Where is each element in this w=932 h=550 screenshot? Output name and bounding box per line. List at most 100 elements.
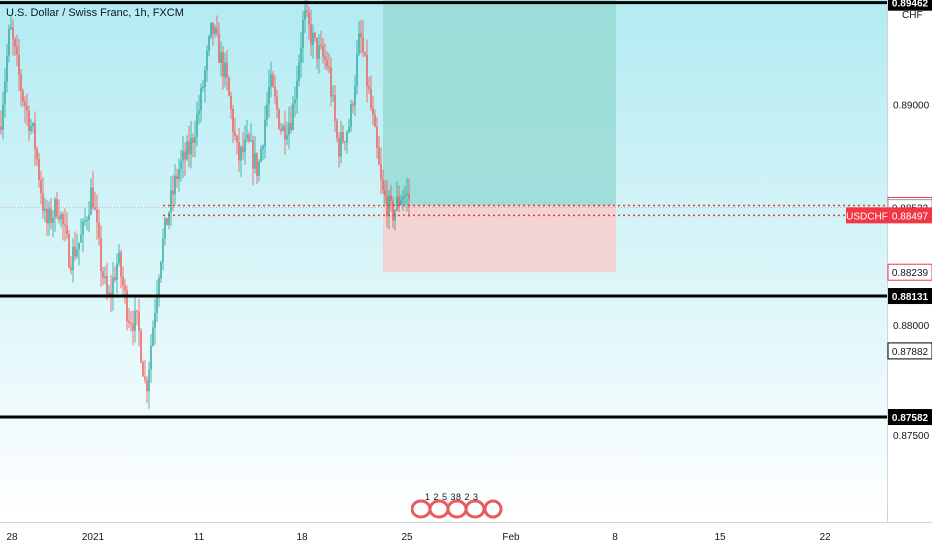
candle-body [300, 47, 302, 63]
candle-body [346, 132, 348, 143]
candle-body [382, 179, 384, 191]
candle-body [62, 213, 64, 225]
candle-body [312, 32, 314, 45]
candle-body [154, 313, 156, 328]
candle-body [174, 175, 176, 195]
x-tick-label: 2021 [82, 532, 105, 543]
price-badge: 0.88131 [888, 288, 932, 305]
candle-body [272, 74, 274, 87]
candle-body [326, 59, 328, 67]
candle-body [142, 361, 144, 377]
candle-body [186, 141, 188, 160]
candle-body [140, 330, 142, 362]
candle-body [136, 310, 138, 312]
price-badge: 0.89462 [888, 0, 932, 11]
candle-body [324, 56, 326, 60]
candle-body [42, 193, 44, 211]
candle-body [218, 33, 220, 63]
candle-body [118, 252, 120, 264]
price-badge: 0.88497 [888, 207, 932, 224]
y-tick-label: 0.88000 [893, 321, 930, 332]
currency-label: CHF [902, 10, 923, 21]
candle-body [106, 276, 108, 295]
candle-body [134, 310, 136, 331]
candle-body [180, 160, 182, 169]
candle-body [262, 145, 264, 150]
candle-body [54, 199, 56, 218]
candle-body [232, 109, 234, 133]
chart-title: U.S. Dollar / Swiss Franc, 1h, FXCM [6, 7, 184, 19]
price-badge-text: 0.88131 [892, 292, 929, 303]
candle-body [198, 110, 200, 115]
candle-body [230, 95, 232, 110]
candle-body [284, 125, 286, 140]
candle-body [184, 151, 186, 160]
candle-body [20, 74, 22, 92]
candle-body [354, 85, 356, 106]
candle-body [78, 242, 80, 250]
candle-body [82, 221, 84, 235]
candle-body [150, 345, 152, 370]
candle-body [362, 37, 364, 53]
candle-body [364, 52, 366, 55]
candle-body [342, 132, 344, 142]
candle-body [172, 190, 174, 195]
candle-body [252, 140, 254, 169]
candle-body [68, 234, 70, 268]
candle-body [406, 193, 408, 196]
stop-loss-zone [383, 205, 616, 273]
candle-body [18, 54, 20, 75]
candle-body [0, 126, 2, 130]
candle-body [220, 51, 222, 63]
candle-body [152, 327, 154, 346]
candle-body [8, 28, 10, 56]
candle-body [116, 263, 118, 280]
candle-body [282, 125, 284, 131]
candle-body [194, 137, 196, 144]
candle-body [344, 141, 346, 143]
candle-body [88, 214, 90, 220]
candle-body [86, 219, 88, 221]
candle-body [358, 33, 360, 54]
candle-body [306, 10, 308, 13]
candle-body [160, 261, 162, 279]
candle-body [226, 62, 228, 78]
price-badge: 0.87582 [888, 409, 932, 426]
candle-body [386, 195, 388, 217]
candle-body [404, 195, 406, 197]
candle-body [162, 238, 164, 262]
candle-body [176, 175, 178, 180]
candle-body [384, 190, 386, 196]
candle-body [380, 164, 382, 180]
candle-body [34, 123, 36, 150]
price-badge-text: 0.88239 [892, 268, 929, 279]
candle-body [74, 246, 76, 257]
candle-body [338, 138, 340, 157]
candle-body [14, 39, 16, 47]
candle-body [110, 292, 112, 295]
candle-body [158, 278, 160, 297]
price-badge: 0.88239 [887, 263, 932, 281]
candle-body [182, 151, 184, 161]
candle-body [330, 67, 332, 97]
candle-body [210, 22, 212, 37]
candle-body [60, 213, 62, 220]
candle-body [26, 106, 28, 111]
candle-body [308, 12, 310, 25]
candle-body [322, 46, 324, 57]
candle-body [170, 190, 172, 213]
candle-body [96, 209, 98, 223]
candle-body [340, 132, 342, 157]
candle-body [12, 27, 14, 40]
price-badge-text: 0.87582 [892, 413, 929, 424]
candle-body [64, 224, 66, 226]
take-profit-zone [383, 0, 616, 206]
candle-body [260, 149, 262, 162]
candle-body [38, 159, 40, 181]
candle-body [294, 99, 296, 104]
candle-body [248, 134, 250, 142]
candle-body [288, 122, 290, 136]
candle-body [192, 137, 194, 144]
